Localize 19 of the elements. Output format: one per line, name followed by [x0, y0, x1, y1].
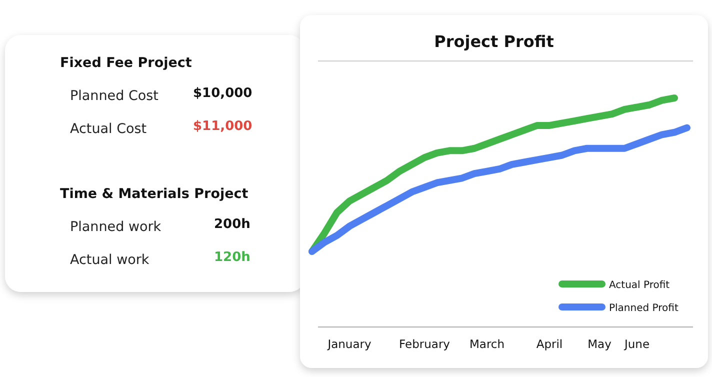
text: $10,000 [193, 86, 252, 101]
text: Planned Cost [70, 88, 158, 104]
chart-title: Project Profit [434, 32, 554, 51]
x-tick-label: April [536, 337, 563, 351]
x-tick-label: February [399, 337, 450, 351]
x-tick-label: March [469, 337, 505, 351]
text: Time & Materials Project [60, 186, 249, 202]
x-tick-label: May [588, 337, 612, 351]
text: Planned work [70, 219, 162, 235]
text: 120h [214, 250, 250, 265]
text: Actual work [70, 252, 150, 268]
legend-label: Actual Profit [609, 280, 670, 291]
text: Actual Cost [70, 121, 147, 137]
legend-label: Planned Profit [609, 303, 678, 314]
x-tick-label: June [623, 337, 650, 351]
text: 200h [214, 217, 250, 232]
text: Fixed Fee Project [60, 55, 192, 71]
text: $11,000 [193, 119, 252, 134]
x-tick-label: January [326, 337, 372, 351]
